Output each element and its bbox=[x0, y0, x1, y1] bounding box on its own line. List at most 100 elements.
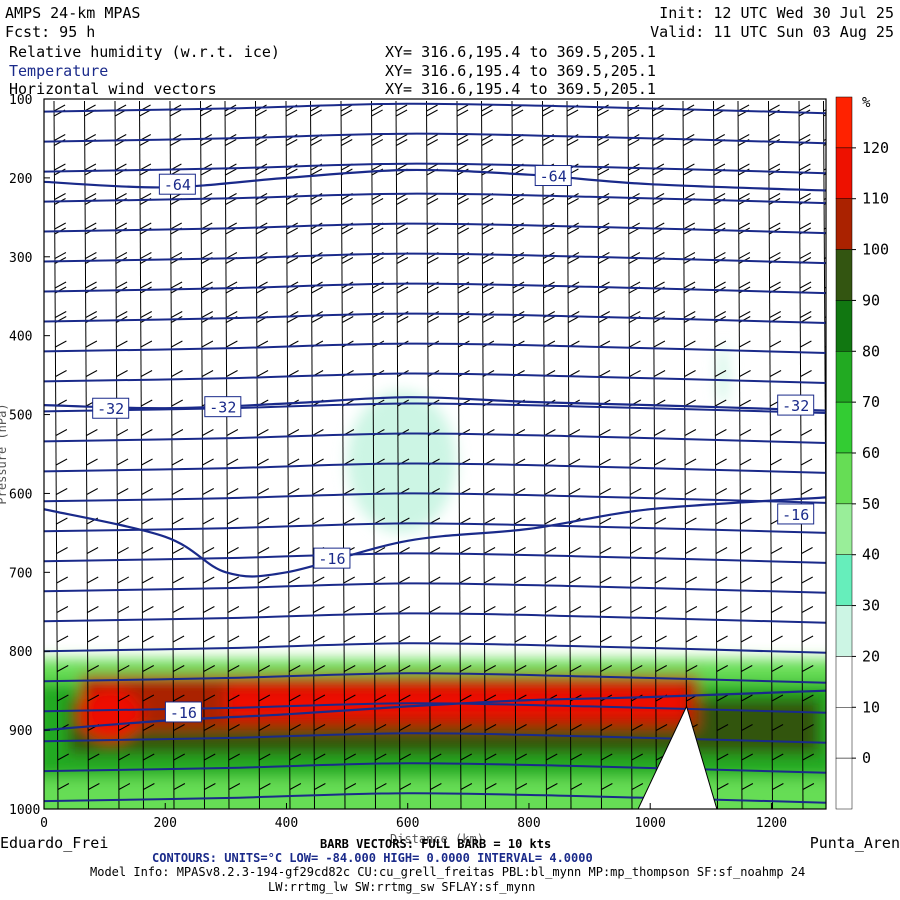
wind-barb-flag bbox=[343, 606, 356, 613]
wind-barb-flag bbox=[740, 547, 752, 554]
wind-barb-flag bbox=[567, 286, 580, 294]
wind-barb-flag bbox=[484, 724, 497, 731]
wind-barb-flag bbox=[54, 193, 66, 200]
wind-barb-flag bbox=[544, 517, 557, 525]
wind-barb-flag bbox=[741, 753, 753, 761]
wind-barb-flag bbox=[714, 311, 726, 318]
wind-barb-flag bbox=[140, 399, 153, 407]
wind-barb-flag bbox=[629, 370, 641, 377]
wind-barb-column bbox=[285, 100, 291, 809]
wind-barb-flag bbox=[116, 340, 128, 348]
wind-barb-flag bbox=[652, 168, 665, 176]
wind-barb-flag bbox=[87, 753, 100, 761]
wind-barb-column bbox=[200, 100, 205, 809]
rh-region-mid-level bbox=[347, 390, 457, 533]
wind-barb-flag bbox=[341, 286, 354, 294]
wind-barb-flag bbox=[171, 488, 184, 495]
wind-barb-flag bbox=[802, 783, 815, 790]
wind-barb-flag bbox=[200, 139, 212, 146]
wind-barb-flag bbox=[288, 576, 300, 584]
wind-barb-flag bbox=[628, 168, 640, 176]
wind-barb-flag bbox=[685, 576, 697, 584]
contour-label-box bbox=[164, 701, 202, 723]
wind-barb-flag bbox=[172, 606, 185, 613]
wind-barb-flag bbox=[341, 227, 353, 235]
wind-barb-flag bbox=[226, 370, 238, 377]
wind-barb-flag bbox=[654, 488, 666, 495]
x-tick-label: 800 bbox=[517, 816, 540, 831]
wind-barb-flag bbox=[170, 222, 182, 230]
wind-barb-column bbox=[542, 100, 547, 809]
wind-barb-flag bbox=[200, 109, 212, 117]
wind-barb-flag bbox=[256, 257, 268, 264]
wind-barb-flag bbox=[801, 635, 814, 643]
wind-barb-column bbox=[426, 100, 431, 809]
wind-barb-flag bbox=[600, 724, 613, 731]
wind-barb-flag bbox=[340, 109, 353, 117]
init-time: Init: 12 UTC Wed 30 Jul 25 bbox=[659, 4, 894, 22]
colorbar-tick-label: 100 bbox=[862, 241, 889, 259]
wind-barb-flag bbox=[258, 635, 270, 643]
wind-barb-flag bbox=[654, 429, 666, 436]
wind-barb-flag bbox=[116, 458, 129, 466]
wind-barb-flag bbox=[374, 753, 387, 761]
contour-label: -64 bbox=[540, 168, 567, 186]
wind-barb-flag bbox=[599, 488, 611, 495]
wind-barb-column bbox=[139, 100, 144, 809]
wind-barb-flag bbox=[482, 316, 494, 323]
wind-barb-flag bbox=[599, 547, 612, 554]
wind-barb-flag bbox=[115, 222, 127, 230]
temperature-isotherm bbox=[44, 552, 826, 564]
wind-barb-flag bbox=[484, 635, 496, 643]
wind-barb-flag bbox=[85, 370, 98, 377]
wind-barb-flag bbox=[484, 606, 496, 613]
wind-barb-flag bbox=[631, 783, 644, 790]
wind-barb-flag bbox=[566, 139, 579, 146]
wind-barb-flag bbox=[313, 724, 326, 731]
wind-barb-flag bbox=[375, 783, 387, 790]
wind-barb-flag bbox=[86, 576, 99, 584]
wind-barb-flag bbox=[544, 429, 556, 436]
wind-barb-flag bbox=[598, 257, 610, 264]
wind-barb-flag bbox=[255, 109, 267, 117]
wind-barb-column bbox=[511, 100, 517, 809]
wind-barb-flag bbox=[115, 163, 127, 171]
wind-barb-flag bbox=[398, 606, 411, 613]
wind-barb-flag bbox=[172, 665, 185, 672]
wind-barb-flag bbox=[87, 694, 100, 702]
rh-shading bbox=[44, 345, 826, 809]
colorbar-tick-label: 70 bbox=[862, 393, 880, 411]
wind-barb-flag bbox=[627, 109, 640, 117]
wind-barb-flag bbox=[512, 198, 524, 205]
wind-barb-flag bbox=[371, 109, 383, 117]
wind-barb-flag bbox=[799, 311, 812, 318]
wind-barb-flag bbox=[143, 783, 155, 790]
wind-barb-flag bbox=[543, 316, 555, 323]
wind-barb-flag bbox=[169, 109, 182, 117]
wind-barb-flag bbox=[629, 429, 642, 436]
y-axis-title: Pressure (hPa) bbox=[0, 403, 9, 504]
wind-barb-flag bbox=[172, 576, 184, 584]
wind-barb-flag bbox=[630, 576, 642, 584]
wind-barb-flag bbox=[654, 576, 667, 584]
wind-barb-flag bbox=[715, 517, 728, 525]
contour-label-box bbox=[92, 397, 130, 419]
wind-barb-flag bbox=[429, 724, 442, 731]
wind-barb-flag bbox=[311, 257, 323, 264]
temperature-isotherm bbox=[44, 672, 826, 684]
wind-barb-flag bbox=[569, 547, 581, 554]
wind-barb-flag bbox=[515, 724, 527, 731]
wind-barb-flag bbox=[630, 547, 642, 554]
wind-barb-flag bbox=[118, 724, 130, 731]
wind-barb-flag bbox=[739, 399, 751, 407]
wind-barb-flag bbox=[460, 724, 472, 731]
field-xy-temperature: XY= 316.6,195.4 to 369.5,205.1 bbox=[385, 62, 656, 80]
wind-barb-flag bbox=[258, 665, 270, 672]
wind-barb-flag bbox=[141, 576, 154, 584]
colorbar-swatch bbox=[835, 757, 853, 810]
wind-barb-flag bbox=[716, 694, 729, 702]
colorbar-swatch bbox=[835, 401, 853, 454]
wind-barb-flag bbox=[738, 163, 750, 171]
wind-barb-flag bbox=[426, 139, 438, 146]
wind-barb-flag bbox=[258, 753, 271, 761]
